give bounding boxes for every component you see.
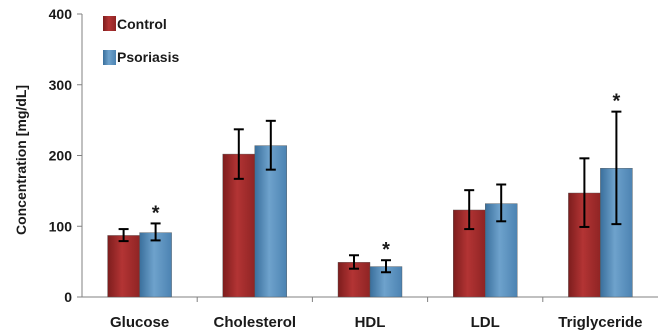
- y-tick-label: 200: [49, 148, 73, 164]
- x-category-label: Triglyceride: [558, 314, 642, 331]
- y-tick-label: 300: [49, 77, 73, 93]
- x-category-label: Cholesterol: [214, 314, 297, 331]
- bar-control-glucose: [107, 235, 140, 298]
- category-labels: Glucose Cholesterol HDL LDL Triglyceride: [110, 314, 643, 331]
- x-category-label: HDL: [355, 314, 386, 331]
- y-tick-label: 100: [49, 218, 73, 234]
- y-axis-label: Concentration [mg/dL]: [13, 85, 29, 235]
- y-tick-label: 0: [64, 289, 72, 305]
- significance-markers: * * *: [152, 91, 621, 262]
- y-tick-label: 400: [49, 6, 73, 22]
- bar-psoriasis-glucose: [139, 232, 172, 298]
- legend-swatch-psoriasis: [103, 50, 116, 65]
- x-axis: [82, 296, 658, 302]
- legend-label-psoriasis: Psoriasis: [117, 49, 179, 65]
- significance-asterisk: *: [382, 239, 390, 261]
- bars-group: [107, 145, 633, 298]
- legend-label-control: Control: [117, 16, 167, 32]
- error-bars-group: [118, 110, 622, 274]
- x-category-label: LDL: [471, 314, 500, 331]
- legend: Control Psoriasis: [103, 16, 179, 65]
- x-category-label: Glucose: [110, 314, 169, 331]
- y-axis: 0 100 200 300 400: [49, 6, 83, 305]
- legend-swatch-control: [103, 16, 116, 31]
- bar-psoriasis-cholesterol: [254, 145, 288, 298]
- significance-asterisk: *: [613, 91, 621, 113]
- significance-asterisk: *: [152, 202, 160, 224]
